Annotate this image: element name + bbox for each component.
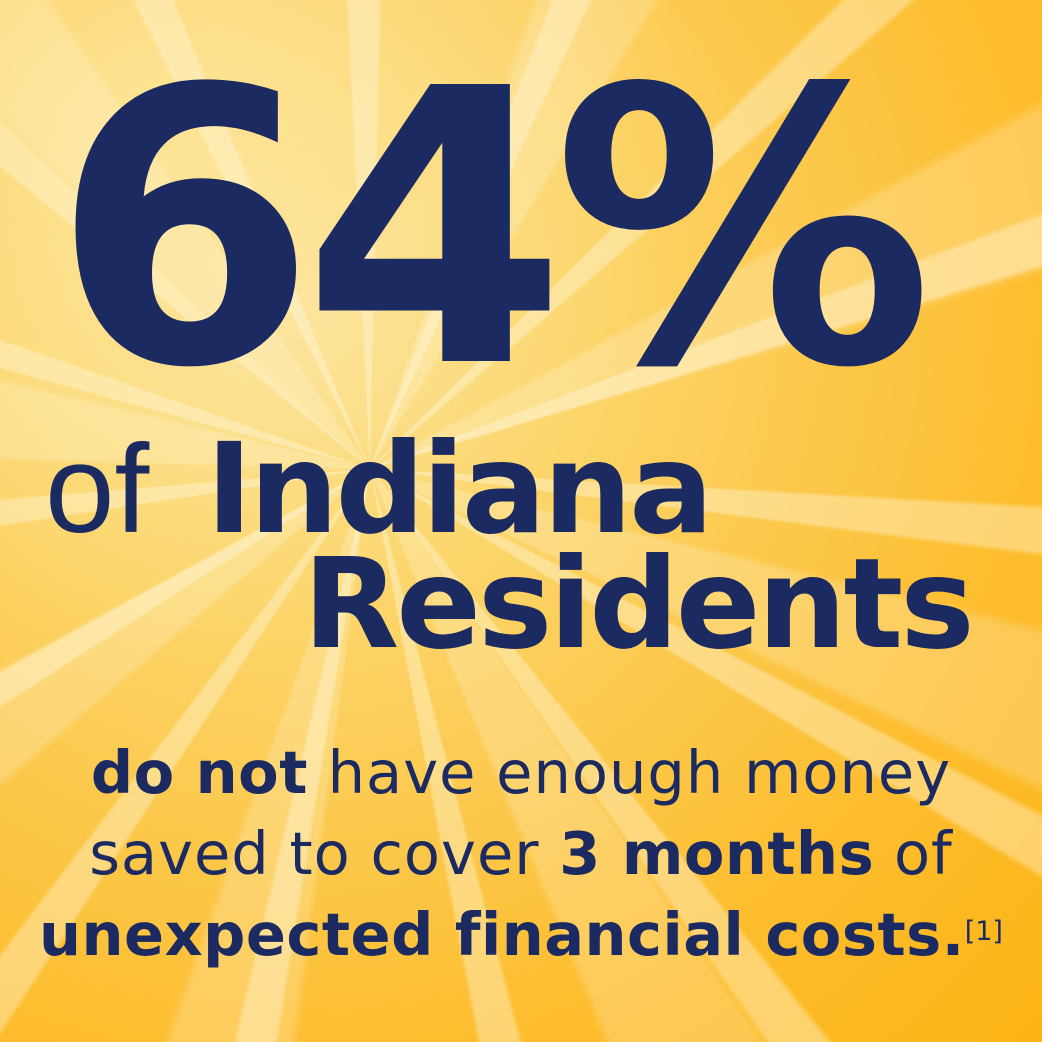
description-bold-do-not: do not <box>90 738 308 807</box>
description-bold-3-months: 3 months <box>559 819 875 888</box>
headline-word-residents: Residents <box>303 532 975 677</box>
description-regular-2: saved to cover <box>89 819 560 888</box>
description-line-3: unexpected financial costs.[1] <box>0 894 1042 987</box>
description-line-1: do not have enough money <box>0 732 1042 813</box>
description-bold-unexpected-costs: unexpected financial costs. <box>39 900 965 969</box>
description-paragraph: do not have enough money saved to cover … <box>0 732 1042 987</box>
description-regular-3: of <box>874 819 953 888</box>
headline-prefix-of: of <box>45 420 184 559</box>
footnote-marker: [1] <box>964 916 1003 948</box>
description-line-2: saved to cover 3 months of <box>0 813 1042 894</box>
stat-percentage: 64% <box>52 8 934 451</box>
headline-line-of-indiana: of Indiana <box>45 427 713 552</box>
headline-word-indiana: Indiana <box>205 417 714 562</box>
description-regular-1: have enough money <box>307 738 952 807</box>
